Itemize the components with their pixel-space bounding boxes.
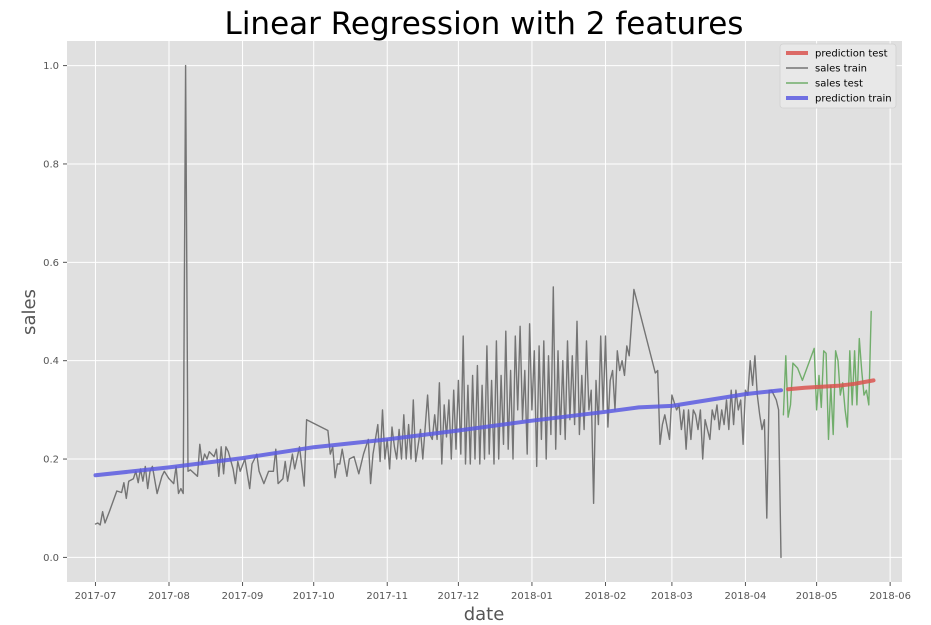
y-tick-label: 1.0 bbox=[43, 61, 59, 72]
series-line-prediction-test bbox=[786, 378, 876, 392]
chart-title: Linear Regression with 2 features bbox=[225, 6, 744, 42]
x-tick-label: 2017-12 bbox=[438, 591, 480, 602]
x-tick-label: 2017-07 bbox=[75, 591, 117, 602]
legend-label: sales test bbox=[815, 79, 863, 90]
y-tick-label: 0.0 bbox=[43, 553, 59, 564]
x-tick-label: 2017-08 bbox=[148, 591, 190, 602]
x-tick-label: 2018-06 bbox=[869, 591, 911, 602]
x-tick-label: 2018-01 bbox=[511, 591, 553, 602]
legend-box bbox=[779, 43, 897, 109]
x-tick-label: 2018-04 bbox=[725, 591, 767, 602]
y-axis-title: sales bbox=[19, 289, 40, 335]
x-tick-label: 2017-10 bbox=[293, 591, 335, 602]
y-tick-label: 0.8 bbox=[43, 159, 59, 170]
x-tick-label: 2017-09 bbox=[222, 591, 264, 602]
y-tick-label: 0.4 bbox=[43, 356, 59, 367]
y-tick-label: 0.2 bbox=[43, 455, 59, 466]
x-axis-title: date bbox=[464, 604, 505, 625]
legend-label: sales train bbox=[815, 64, 867, 75]
legend-label: prediction test bbox=[815, 49, 888, 60]
x-tick-label: 2017-11 bbox=[366, 591, 408, 602]
y-axis: 0.0 0.2 0.4 0.6 0.8 1.0 bbox=[43, 61, 67, 564]
x-tick-label: 2018-02 bbox=[585, 591, 627, 602]
y-tick-label: 0.6 bbox=[43, 258, 59, 269]
x-tick-label: 2018-05 bbox=[796, 591, 838, 602]
legend: prediction test sales train sales test pred… bbox=[779, 43, 897, 109]
plot-area bbox=[67, 41, 902, 582]
x-axis: 2017-07 2017-08 2017-09 2017-10 2017-11 2017-… bbox=[75, 582, 911, 602]
legend-label: prediction train bbox=[815, 94, 892, 105]
series-layer bbox=[93, 64, 876, 559]
series-line-sales-test bbox=[782, 310, 872, 441]
series-line-sales-train bbox=[94, 64, 782, 559]
series-line-prediction-train bbox=[93, 388, 783, 478]
x-tick-label: 2018-03 bbox=[651, 591, 693, 602]
